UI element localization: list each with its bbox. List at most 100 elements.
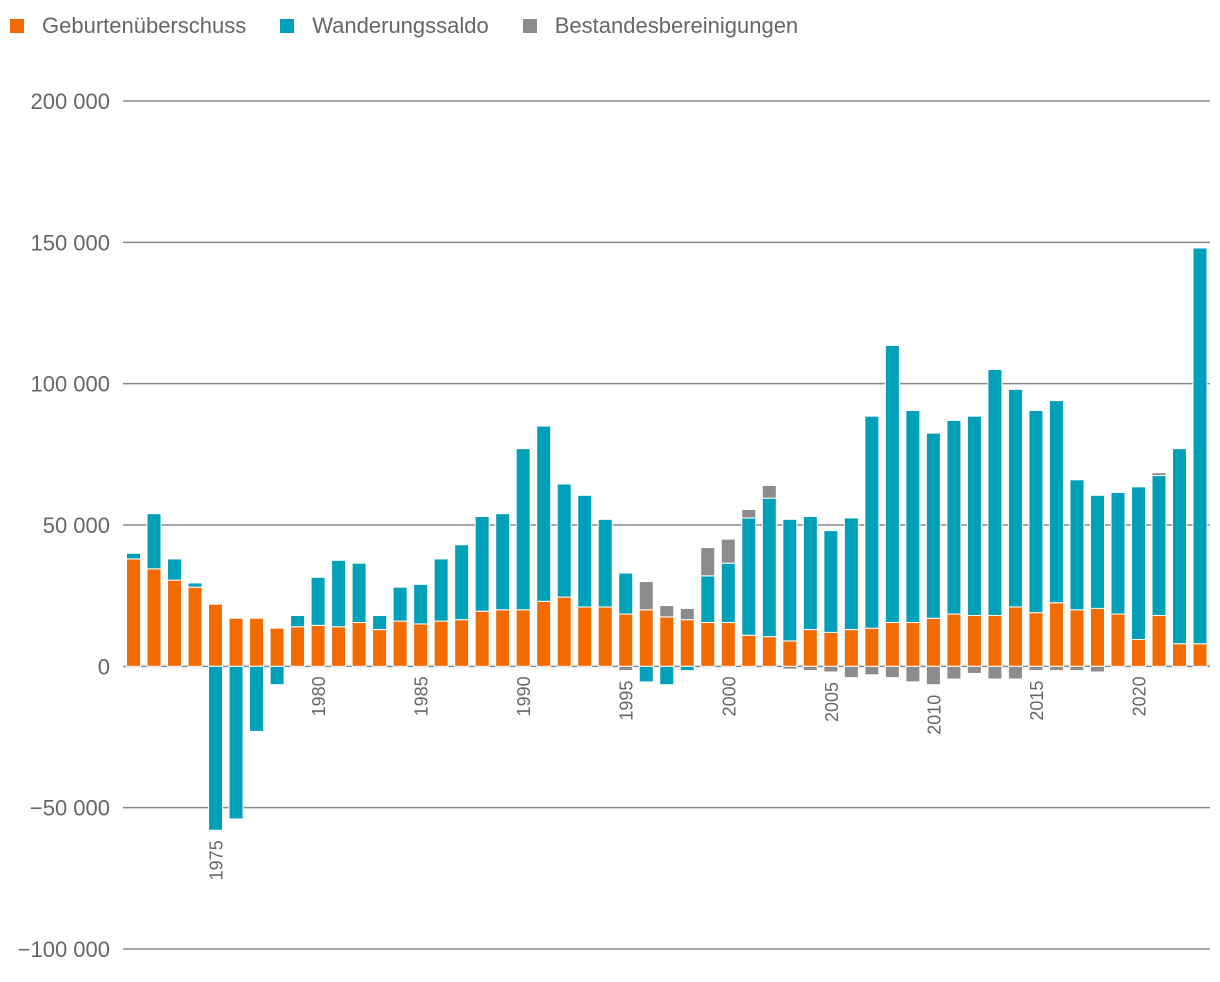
bar-segment bbox=[966, 665, 982, 674]
bar-segment bbox=[987, 665, 1003, 680]
bar-segment bbox=[741, 508, 757, 519]
bar-segment bbox=[269, 665, 285, 686]
bar-segment bbox=[782, 665, 798, 670]
bar-segment bbox=[987, 369, 1003, 616]
bar-segment bbox=[433, 620, 449, 667]
bar-segment bbox=[1069, 479, 1085, 611]
bar-segment bbox=[679, 607, 695, 621]
bar-segment bbox=[310, 624, 326, 667]
y-tick-label: 0 bbox=[98, 654, 110, 679]
bar-segment bbox=[884, 622, 900, 667]
bar-segment bbox=[618, 613, 634, 667]
bar-segment bbox=[659, 616, 675, 667]
legend-label: Wanderungssaldo bbox=[312, 13, 489, 38]
bar-segment bbox=[1110, 613, 1126, 667]
bar-segment bbox=[638, 609, 654, 667]
x-tick-label: 1975 bbox=[207, 840, 227, 880]
legend-label: Geburtenüberschuss bbox=[42, 13, 247, 38]
y-tick-label: 100 000 bbox=[30, 372, 110, 397]
bar-segment bbox=[700, 547, 716, 577]
bar-segment bbox=[187, 586, 203, 667]
bar-segment bbox=[187, 582, 203, 588]
bar-segment bbox=[392, 586, 408, 622]
bar-segment bbox=[556, 483, 572, 598]
bar-segment bbox=[126, 558, 141, 667]
legend-swatch bbox=[522, 19, 537, 33]
bar-segment bbox=[946, 613, 962, 667]
bar-segment bbox=[433, 558, 449, 622]
bar-segment bbox=[290, 614, 306, 628]
y-tick-label: 200 000 bbox=[30, 89, 110, 114]
bar-segment bbox=[208, 603, 224, 667]
y-tick-label: 150 000 bbox=[30, 230, 110, 255]
bar-segment bbox=[1089, 494, 1105, 609]
bar-segment bbox=[1151, 472, 1167, 477]
bar-segment bbox=[1192, 247, 1208, 645]
bar-segment bbox=[843, 629, 859, 667]
x-tick-label: 2000 bbox=[719, 676, 739, 716]
bar-segment bbox=[310, 576, 326, 626]
bar-segment bbox=[146, 513, 162, 570]
legend-item-bestandesbereinigungen: Bestandesbereinigungen bbox=[522, 13, 799, 39]
bar-segment bbox=[474, 516, 490, 612]
bar-segment bbox=[884, 665, 900, 679]
bar-segment bbox=[823, 665, 839, 673]
legend: Geburtenüberschuss Wanderungssaldo Besta… bbox=[10, 12, 832, 40]
bar-segment bbox=[1028, 612, 1044, 667]
bar-segment bbox=[577, 606, 593, 667]
bar-segment bbox=[372, 629, 388, 667]
bar-segment bbox=[659, 605, 675, 618]
x-tick-label: 1990 bbox=[514, 676, 534, 716]
bar-segment bbox=[474, 610, 490, 667]
x-tick-label: 1980 bbox=[309, 676, 329, 716]
bar-segment bbox=[556, 596, 572, 667]
bar-segment bbox=[1130, 486, 1146, 640]
bar-segment bbox=[249, 665, 265, 732]
bar-segment bbox=[864, 415, 880, 629]
bar-segment bbox=[597, 518, 613, 608]
bar-segment bbox=[720, 622, 736, 667]
bar-segment bbox=[1069, 609, 1085, 667]
bar-segment bbox=[843, 665, 859, 679]
x-axis-tick-labels: 1975 1980 1985 1990 1995 2000 2005 2010 2015 2020 bbox=[207, 676, 1150, 880]
bar-segment bbox=[1048, 602, 1064, 667]
x-tick-label: 2005 bbox=[822, 682, 842, 722]
legend-label: Bestandesbereinigungen bbox=[554, 13, 799, 38]
bar-segment bbox=[905, 622, 921, 667]
bar-segment bbox=[1172, 448, 1188, 645]
bar-segment bbox=[597, 606, 613, 667]
bar-segment bbox=[495, 609, 511, 667]
y-axis-tick-labels: −100 000 −50 000 0 50 000 100 000 150 000 200 … bbox=[18, 89, 110, 962]
bar-segment bbox=[925, 665, 941, 686]
bar-segment bbox=[1048, 400, 1064, 604]
bar-segment bbox=[679, 665, 695, 672]
bar-segment bbox=[905, 665, 921, 683]
bar-segment bbox=[823, 631, 839, 667]
bar-segment bbox=[495, 513, 511, 611]
bar-segment bbox=[1007, 388, 1023, 608]
x-tick-label: 2010 bbox=[924, 695, 944, 735]
bar-segment bbox=[1028, 410, 1044, 614]
bar-segment bbox=[1089, 665, 1105, 673]
bar-segment bbox=[536, 600, 552, 667]
bar-segment bbox=[679, 619, 695, 667]
bar-segment bbox=[126, 552, 141, 560]
bar-segment bbox=[618, 665, 634, 672]
y-tick-label: 50 000 bbox=[43, 513, 110, 538]
bar-segment bbox=[925, 617, 941, 667]
bar-segment bbox=[454, 544, 470, 621]
bar-segment bbox=[1028, 665, 1044, 672]
bar-segment bbox=[720, 538, 736, 564]
bar-segment bbox=[1130, 638, 1146, 667]
bars bbox=[126, 247, 1208, 831]
bar-segment bbox=[1110, 491, 1126, 615]
bar-segment bbox=[843, 517, 859, 631]
bar-segment bbox=[700, 622, 716, 667]
x-tick-label: 1995 bbox=[617, 681, 637, 721]
bar-segment bbox=[966, 614, 982, 667]
bar-segment bbox=[802, 516, 818, 631]
bar-segment bbox=[802, 629, 818, 667]
legend-item-geburtenueberschuss: Geburtenüberschuss bbox=[10, 13, 246, 39]
bar-segment bbox=[638, 581, 654, 611]
bar-segment bbox=[720, 562, 736, 624]
